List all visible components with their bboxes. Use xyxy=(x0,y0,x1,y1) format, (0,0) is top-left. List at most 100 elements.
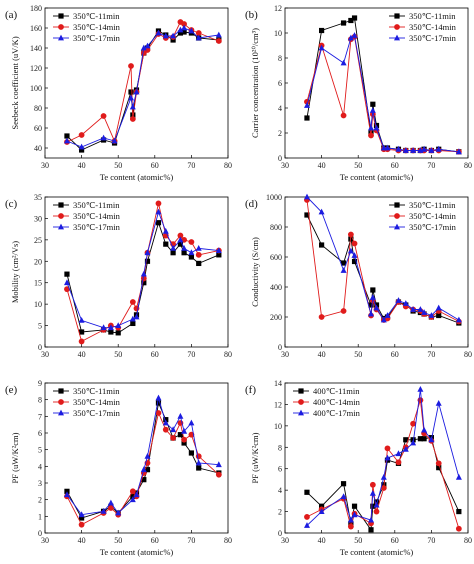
legend-label: 400℃-17min xyxy=(313,408,361,418)
x-tick-label: 70 xyxy=(187,536,195,545)
y-tick-label: 2 xyxy=(38,496,42,505)
data-point xyxy=(100,507,107,514)
y-tick-label: 10 xyxy=(34,300,42,309)
data-point xyxy=(340,481,347,487)
y-tick-label: 4 xyxy=(278,486,282,495)
data-point xyxy=(369,490,376,496)
y-axis-title: Conductivity (S/cm) xyxy=(250,237,260,307)
data-point xyxy=(402,300,409,306)
x-tick-label: 80 xyxy=(464,350,472,359)
data-point xyxy=(188,419,195,426)
data-point xyxy=(304,115,310,121)
data-point xyxy=(456,508,462,515)
data-point xyxy=(347,247,354,254)
y-tick-label: 400 xyxy=(270,283,282,292)
y-tick-label: 2 xyxy=(278,508,282,517)
data-point xyxy=(351,240,358,247)
data-point xyxy=(162,419,169,426)
data-point xyxy=(188,249,195,256)
data-point xyxy=(111,137,118,144)
data-point xyxy=(435,304,442,311)
data-point xyxy=(395,459,402,466)
data-point xyxy=(421,145,428,152)
data-point xyxy=(64,271,70,277)
data-point xyxy=(351,32,358,38)
data-point xyxy=(129,315,136,322)
data-point xyxy=(421,436,427,442)
x-tick-label: 50 xyxy=(354,350,362,359)
data-point xyxy=(170,435,177,441)
legend-label: 350℃-14min xyxy=(409,22,457,32)
data-point xyxy=(107,324,114,331)
legend-marker xyxy=(394,34,400,41)
data-point xyxy=(428,147,435,153)
data-point xyxy=(318,208,325,215)
data-point xyxy=(155,200,162,207)
y-tick-label: 14 xyxy=(274,379,282,388)
data-point xyxy=(107,505,114,511)
data-point xyxy=(351,15,358,21)
legend-label: 350℃-11min xyxy=(73,200,120,210)
plot-frame xyxy=(44,7,229,159)
legend-label: 350℃-14min xyxy=(73,397,121,407)
data-point xyxy=(170,426,177,433)
legend-marker xyxy=(58,213,64,219)
data-point xyxy=(435,460,442,467)
data-point xyxy=(155,29,162,36)
data-point xyxy=(347,231,354,238)
data-point xyxy=(140,466,147,473)
data-point xyxy=(410,439,417,446)
data-point xyxy=(177,232,184,239)
data-point xyxy=(100,113,107,119)
data-point xyxy=(395,297,402,303)
legend-label: 350℃-17min xyxy=(409,222,457,232)
x-tick-label: 30 xyxy=(41,536,49,545)
legend-label: 350℃-11min xyxy=(409,11,456,21)
legend-marker xyxy=(58,24,64,30)
x-tick-label: 40 xyxy=(318,161,326,170)
x-tick-label: 30 xyxy=(41,350,49,359)
data-point xyxy=(319,27,325,34)
data-point xyxy=(340,260,347,266)
legend-marker xyxy=(298,388,304,394)
data-point xyxy=(402,446,409,452)
legend-label: 400℃-11min xyxy=(313,386,360,396)
data-point xyxy=(195,34,202,41)
data-point xyxy=(128,89,134,95)
data-point xyxy=(170,37,176,43)
data-point xyxy=(177,241,184,247)
data-point xyxy=(340,59,347,66)
data-point xyxy=(318,508,325,514)
data-point xyxy=(304,514,310,520)
data-point xyxy=(129,116,136,122)
y-tick-label: 2 xyxy=(278,129,282,138)
legend-label: 350℃-14min xyxy=(73,22,121,32)
y-tick-label: 7 xyxy=(38,412,42,421)
data-point xyxy=(347,523,354,530)
data-point xyxy=(144,42,151,49)
series-3 xyxy=(64,24,222,150)
data-point xyxy=(155,400,162,406)
data-point xyxy=(351,258,358,265)
x-axis-title: Te content (atomic%) xyxy=(100,547,174,557)
data-point xyxy=(384,454,391,461)
data-point xyxy=(141,280,147,286)
data-point xyxy=(78,511,85,518)
x-tick-label: 60 xyxy=(391,350,399,359)
x-tick-label: 60 xyxy=(391,536,399,545)
data-point xyxy=(129,496,136,503)
data-point xyxy=(195,459,202,466)
data-point xyxy=(351,503,358,509)
panel-label: (f) xyxy=(245,384,256,396)
data-point xyxy=(395,145,402,152)
panel-label: (e) xyxy=(5,384,18,396)
data-point xyxy=(170,250,176,256)
y-tick-label: 140 xyxy=(30,44,42,53)
x-axis-title: Te content (atomic%) xyxy=(340,172,414,182)
data-point xyxy=(195,251,202,258)
x-tick-label: 60 xyxy=(151,536,159,545)
data-point xyxy=(177,432,184,438)
legend-label: 350℃-14min xyxy=(73,211,121,221)
series-line xyxy=(66,27,219,148)
